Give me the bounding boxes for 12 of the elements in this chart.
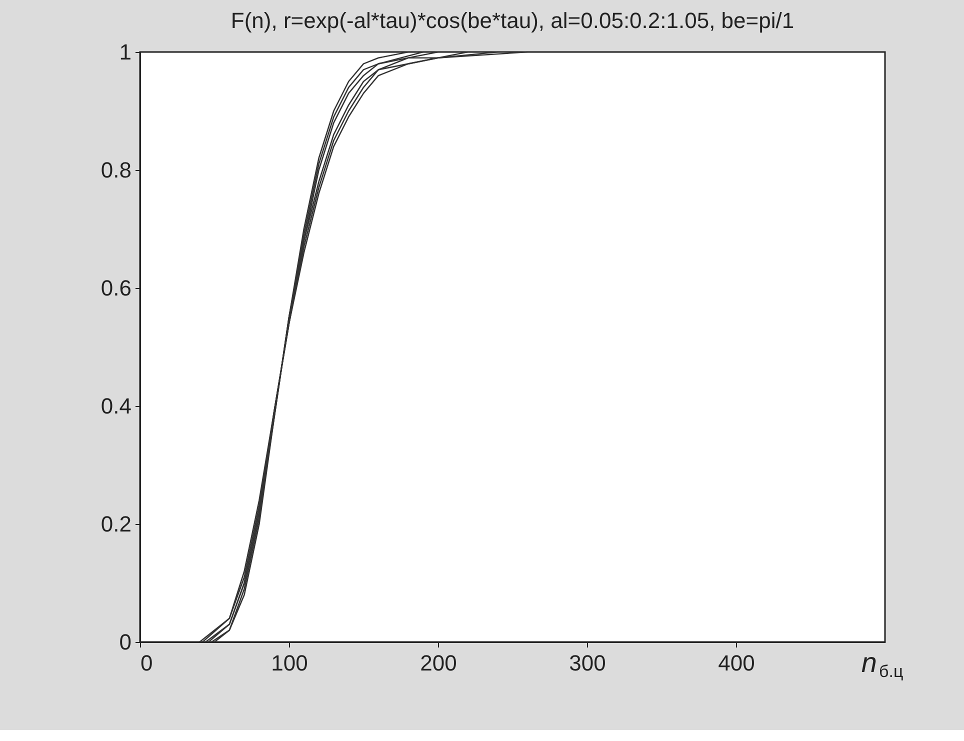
- y-tick-label: 0.8: [100, 158, 132, 182]
- y-tick-label: 0.2: [100, 512, 132, 536]
- x-tick-label: 400: [718, 650, 755, 676]
- x-tick-label: 300: [569, 650, 606, 676]
- y-tick-label: 1: [119, 40, 132, 64]
- y-tick-label: 0: [119, 630, 132, 654]
- y-tick-label: 0.6: [100, 276, 132, 300]
- x-tick-label: 200: [420, 650, 457, 676]
- x-tick-label: 100: [271, 650, 308, 676]
- y-tick-label: 0.4: [100, 394, 132, 418]
- chart-title: F(n), r=exp(-al*tau)*cos(be*tau), al=0.05:0.2:1.05, be=pi/1: [230, 8, 794, 33]
- x-tick-label: 0: [140, 650, 153, 676]
